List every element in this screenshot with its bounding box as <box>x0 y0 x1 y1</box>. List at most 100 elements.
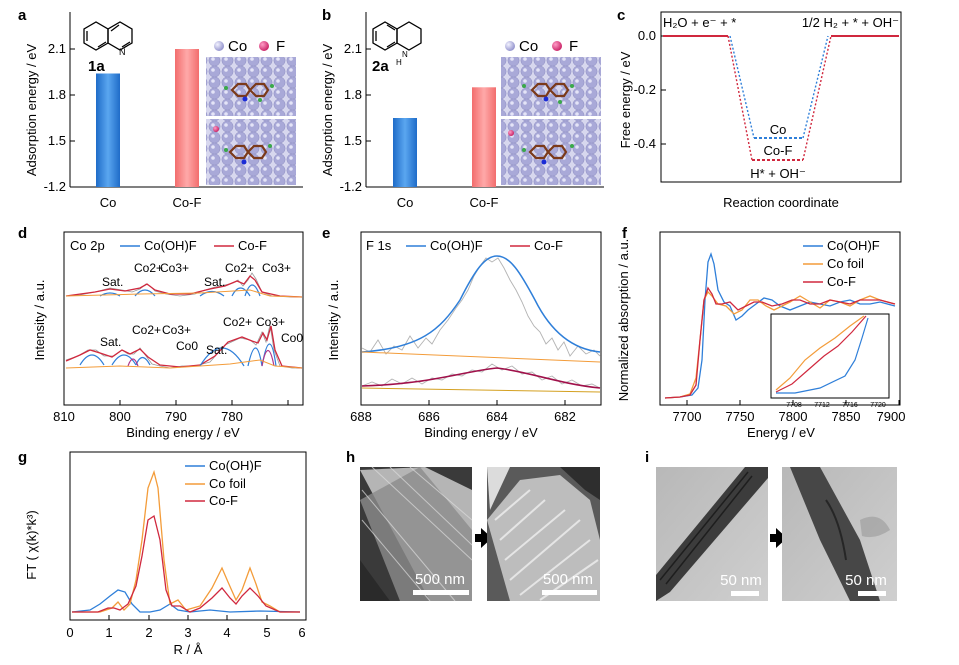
panel-g-tick-label: 0 <box>66 625 73 640</box>
panel-d-annot: Co2+ <box>134 261 163 275</box>
panel-h: h 500 nm 500 nm <box>346 449 600 602</box>
panel-g-legend-3: Co-F <box>209 493 238 508</box>
panel-g-letter: g <box>18 449 27 466</box>
panel-f-tick-label: 7750 <box>726 409 755 424</box>
panel-h-scale-right: 500 nm <box>543 571 593 588</box>
panel-d-annot: Sat. <box>206 343 227 357</box>
co-atom-icon <box>214 41 224 51</box>
panel-e-ticks <box>360 400 566 405</box>
panel-d-annot: Sat. <box>204 275 225 289</box>
panel-b-slab-top <box>501 57 601 116</box>
panel-f-cooh-curve <box>664 251 896 399</box>
panel-d: d Intensity / a.u. 810 800 790 780 Bindi… <box>18 225 304 440</box>
panel-a-slab-bottom <box>206 119 296 185</box>
panel-a-tick-label: 1.8 <box>48 87 66 102</box>
panel-a-tick-label: -1.2 <box>44 179 66 194</box>
panel-f-inset-tick: 7708 <box>786 402 802 409</box>
panel-f-xlabel: Eneryg / eV <box>747 425 815 440</box>
panel-g-frame <box>69 451 307 621</box>
panel-d-legend-1: Co(OH)F <box>144 238 197 253</box>
panel-i-scale-right: 50 nm <box>845 572 887 589</box>
tetrahydroquinoline-h: N <box>402 50 408 59</box>
panel-f-ticks <box>686 400 900 405</box>
panel-g-tick-label: 2 <box>145 625 152 640</box>
panel-b-bar-co <box>393 118 417 187</box>
panel-d-annot: Sat. <box>100 335 121 349</box>
panel-g-tick-label: 3 <box>184 625 191 640</box>
panel-b-xlabel-co: Co <box>397 195 414 210</box>
panel-f-frame <box>659 231 901 406</box>
panel-g-xlabel: R / Å <box>174 642 203 657</box>
f-atom-icon <box>552 41 562 51</box>
panel-e-xlabel: Binding energy / eV <box>424 425 538 440</box>
panel-d-title: Co 2p <box>70 238 105 253</box>
panel-f-legend-2: Co foil <box>827 256 864 271</box>
panel-d-annot: Co2+ <box>223 315 252 329</box>
panel-f-inset: 7708 7712 7716 7720 <box>770 313 890 409</box>
panel-b-tick-label: -1.2 <box>340 179 362 194</box>
panel-f-ylabel: Normalized absorption / a.u. <box>616 239 631 402</box>
panel-a-xlabel-cof: Co-F <box>173 195 202 210</box>
panel-c-tick-label: 0.0 <box>638 28 656 43</box>
panel-b-legend-co: Co <box>519 38 538 55</box>
panel-d-ticks <box>63 400 289 405</box>
panel-g-legend-1: Co(OH)F <box>209 458 262 473</box>
panel-g-cofoil-curve <box>72 469 300 613</box>
panel-g-legend-2: Co foil <box>209 476 246 491</box>
panel-d-annot: Co3+ <box>162 323 191 337</box>
panel-e-bottom-bg <box>361 387 601 393</box>
panel-c-cof-label: Co-F <box>764 143 793 158</box>
panel-e-letter: e <box>322 225 330 242</box>
panel-a-legend-co: Co <box>228 38 247 55</box>
quinoline-structure <box>83 21 133 51</box>
panel-g-tick-label: 4 <box>223 625 230 640</box>
tetrahydroquinoline-n: H <box>396 58 402 67</box>
panel-f-inset-tick: 7712 <box>814 402 830 409</box>
panel-i-scalebar-left <box>731 591 759 596</box>
panel-d-frame <box>63 231 304 406</box>
panel-g-tick-label: 6 <box>298 625 305 640</box>
tem-image-right <box>782 467 897 601</box>
panel-e: e Intensity / a.u. 688 686 684 682 Bindi… <box>322 225 602 440</box>
panel-g-tick-label: 5 <box>263 625 270 640</box>
panel-h-scalebar-right <box>542 590 597 595</box>
quinoline-n: N <box>119 47 126 57</box>
panel-d-bottom-bg-orange <box>65 359 303 369</box>
panel-d-tick-label: 790 <box>165 409 187 424</box>
panel-f-inset-tick: 7716 <box>842 402 858 409</box>
panel-i-scale-left: 50 nm <box>720 572 762 589</box>
panel-e-top-fit <box>361 255 601 353</box>
panel-f-tick-label: 7850 <box>832 409 861 424</box>
panel-e-frame <box>360 231 602 406</box>
panel-c-bottom-label: H* + OH⁻ <box>750 166 806 181</box>
panel-f-inset-tick: 7720 <box>870 402 886 409</box>
f-atom-icon <box>259 41 269 51</box>
panel-b-slab-bottom <box>501 119 601 185</box>
tem-image-left <box>656 467 768 601</box>
panel-a-bar-cof <box>175 49 199 187</box>
panel-a-tick-label: 1.5 <box>48 133 66 148</box>
panel-b-compound: 2a <box>372 58 389 75</box>
panel-d-annot: Co3+ <box>256 315 285 329</box>
panel-c-right-label: 1/2 H₂ + * + OH⁻ <box>802 15 899 30</box>
panel-c-ticks <box>661 35 666 145</box>
panel-a-legend-f: F <box>276 38 285 55</box>
panel-c-co-label: Co <box>770 122 787 137</box>
panel-b-legend-f: F <box>569 38 578 55</box>
panel-e-title: F 1s <box>366 238 392 253</box>
panel-c-tick-label: -0.2 <box>634 82 656 97</box>
arrow-right-icon <box>770 528 787 548</box>
panel-e-legend-1: Co(OH)F <box>430 238 483 253</box>
panel-d-annot: Co0 <box>281 331 303 345</box>
panel-d-bottom-fit-blue <box>79 343 277 367</box>
panel-g: g FT ( χ(k)*k³) 0 1 2 3 4 5 6 R / Å Co(O… <box>18 449 307 657</box>
panel-g-ylabel: FT ( χ(k)*k³) <box>24 510 39 579</box>
panel-d-top-bg-orange <box>65 289 303 298</box>
panel-b-ylabel: Adsorption energy / eV <box>320 44 335 177</box>
panel-d-xlabel: Binding energy / eV <box>126 425 240 440</box>
panel-c-ylabel: Free energy / eV <box>618 51 633 148</box>
panel-b-xlabel-cof: Co-F <box>470 195 499 210</box>
panel-h-scale-left: 500 nm <box>415 571 465 588</box>
panel-c-co-path <box>729 35 829 139</box>
panel-c-tick-label: -0.4 <box>634 136 656 151</box>
